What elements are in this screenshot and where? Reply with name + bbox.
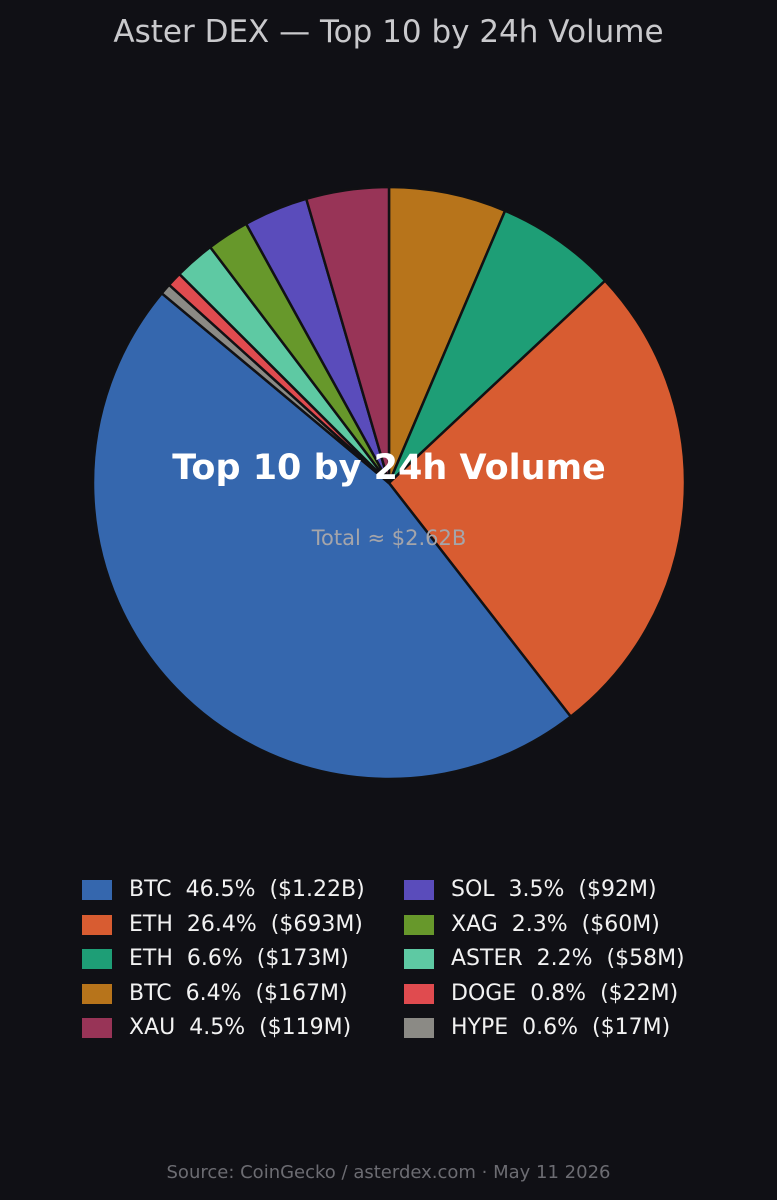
legend-swatch [404, 880, 434, 900]
pie-slice-eth-1 [387, 279, 687, 718]
legend-item-aster-7: ASTER 2.2% ($58M) [404, 942, 685, 976]
legend-item-sol-5: SOL 3.5% ($92M) [404, 873, 657, 907]
legend-swatch [82, 880, 112, 900]
legend-swatch [404, 949, 434, 969]
legend-swatch [404, 1018, 434, 1038]
legend-label: ETH 26.4% ($693M) [129, 911, 363, 937]
legend-swatch [404, 983, 434, 1004]
pie-slice-btc-0 [91, 292, 572, 781]
legend-item-btc-3: BTC 6.4% ($167M) [82, 977, 348, 1011]
legend-label: ETH 6.6% ($173M) [129, 946, 349, 971]
legend-swatch [404, 914, 434, 935]
legend-swatch [82, 1018, 112, 1038]
pie-slice-eth-2 [387, 209, 607, 485]
legend-label: XAG 2.3% ($60M) [451, 911, 660, 937]
legend-label: HYPE 0.6% ($17M) [451, 1015, 671, 1040]
legend-item-eth-1: ETH 26.4% ($693M) [82, 908, 363, 942]
pie-center-title: Top 10 by 24h Volume [172, 448, 606, 488]
legend-label: BTC 6.4% ($167M) [129, 980, 348, 1006]
legend-label: BTC 46.5% ($1.22B) [129, 877, 365, 902]
legend-item-eth-2: ETH 6.6% ($173M) [82, 942, 349, 976]
pie-center-subtitle: Total ≈ $2.62B [311, 526, 467, 550]
legend-item-btc-0: BTC 46.5% ($1.22B) [82, 873, 365, 907]
legend-swatch [82, 914, 112, 935]
source-note: Source: CoinGecko / asterdex.com · May 1… [166, 1162, 611, 1183]
legend-item-hype-9: HYPE 0.6% ($17M) [404, 1011, 670, 1045]
legend-item-xau-4: XAU 4.5% ($119M) [82, 1011, 351, 1045]
legend-label: ASTER 2.2% ($58M) [451, 946, 685, 971]
pie-slice-btc-3 [387, 185, 507, 485]
chart-title: Aster DEX — Top 10 by 24h Volume [113, 14, 664, 50]
legend-item-doge-8: DOGE 0.8% ($22M) [404, 977, 678, 1011]
pie-slice-xau-4 [305, 185, 391, 485]
legend-label: DOGE 0.8% ($22M) [451, 980, 679, 1006]
legend-swatch [82, 983, 112, 1004]
legend-item-xag-6: XAG 2.3% ($60M) [404, 908, 660, 942]
legend-label: XAU 4.5% ($119M) [129, 1015, 352, 1040]
legend-swatch [82, 949, 112, 969]
legend-label: SOL 3.5% ($92M) [451, 877, 657, 902]
